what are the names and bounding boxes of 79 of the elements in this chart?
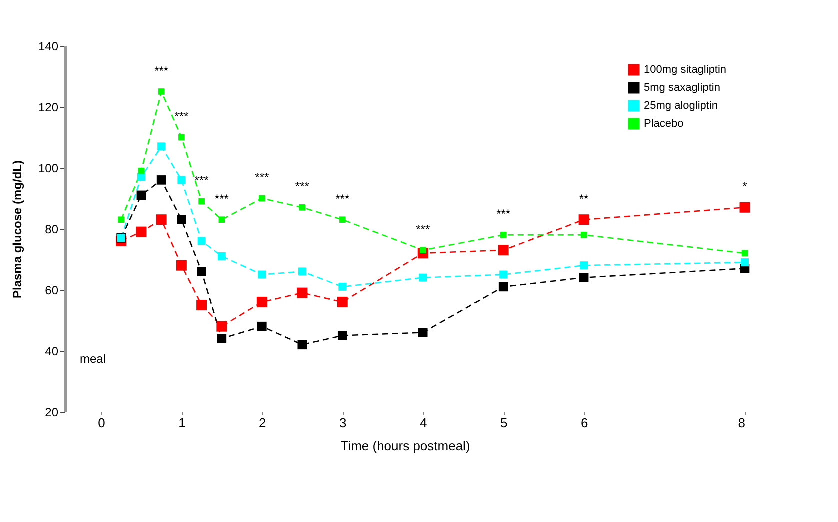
point — [578, 214, 590, 226]
annotation: * — [742, 180, 748, 194]
annotation: *** — [255, 170, 270, 184]
annotation: *** — [295, 180, 310, 194]
x-tick-label: 5 — [500, 416, 508, 430]
point — [158, 88, 165, 95]
y-tick-label: 60 — [45, 284, 59, 298]
point — [299, 204, 306, 211]
point — [137, 173, 146, 182]
point — [500, 270, 508, 279]
point — [259, 195, 266, 202]
annotation: *** — [214, 192, 230, 206]
y-tick-label: 100 — [38, 162, 59, 176]
point — [198, 198, 205, 205]
point — [258, 322, 267, 332]
point — [217, 334, 227, 344]
y-tick-label: 40 — [45, 344, 59, 358]
legend-label: 25mg alogliptin — [644, 100, 718, 112]
point — [500, 232, 507, 238]
y-tick-label: 20 — [45, 406, 59, 420]
point — [136, 190, 146, 200]
point — [158, 142, 166, 151]
point — [297, 288, 308, 298]
legend-label: Placebo — [644, 118, 684, 130]
point — [740, 202, 750, 213]
annotation: *** — [174, 110, 190, 124]
point — [741, 258, 749, 267]
x-tick-label: 8 — [738, 416, 746, 430]
point — [178, 134, 185, 141]
point — [339, 216, 346, 224]
legend-label: 100mg sitagliptin — [644, 64, 727, 76]
point — [156, 176, 166, 185]
x-axis-title: Time (hours postmeal) — [340, 438, 470, 454]
x-tick-label: 6 — [580, 416, 588, 430]
point — [298, 340, 308, 350]
point — [256, 296, 268, 308]
point — [338, 282, 347, 291]
point — [498, 282, 508, 292]
point — [337, 296, 348, 308]
point — [218, 216, 226, 224]
y-tick-label: 120 — [38, 100, 59, 114]
x-tick-label: 0 — [98, 416, 106, 430]
point — [418, 328, 428, 338]
point — [196, 300, 208, 310]
point — [177, 215, 186, 225]
point — [176, 260, 187, 271]
annotation: ** — [579, 192, 590, 206]
point — [218, 252, 226, 260]
y-axis-title: Plasma glucose (mg/dL) — [10, 160, 24, 299]
annotation: *** — [154, 64, 169, 78]
annotation: *** — [336, 192, 350, 206]
annotation: *** — [416, 222, 430, 236]
point — [156, 214, 167, 226]
point — [216, 321, 228, 332]
point — [338, 331, 348, 340]
x-tick-label: 1 — [178, 416, 186, 430]
point — [580, 232, 588, 238]
point — [419, 274, 428, 282]
annotation: meal — [80, 352, 106, 366]
point — [498, 245, 509, 256]
x-tick-label: 4 — [420, 416, 428, 430]
y-tick-label: 80 — [45, 222, 59, 236]
point — [298, 268, 306, 276]
point — [197, 267, 206, 276]
point — [136, 226, 147, 238]
point — [579, 273, 589, 282]
annotation: *** — [496, 207, 511, 222]
y-tick-label: 140 — [38, 40, 59, 54]
point — [118, 216, 124, 224]
point — [258, 270, 266, 279]
point — [742, 250, 748, 257]
point — [198, 237, 206, 246]
annotation: *** — [194, 174, 210, 188]
point — [138, 168, 145, 174]
x-tick-label: 2 — [259, 416, 266, 430]
point — [178, 176, 186, 184]
legend-label: 5mg saxagliptin — [644, 82, 720, 94]
x-tick-label: 3 — [340, 416, 347, 430]
point — [580, 262, 588, 270]
